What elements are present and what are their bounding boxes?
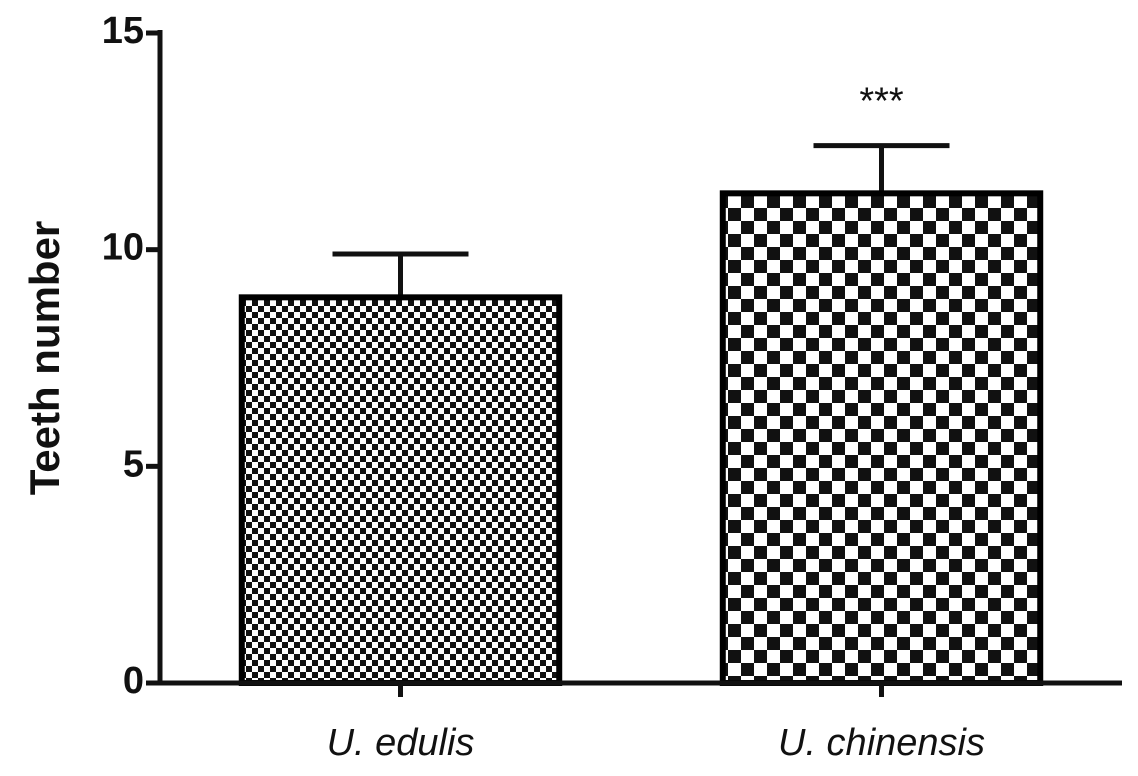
y-tick-label: 15 (102, 10, 144, 52)
y-tick-label: 5 (123, 443, 144, 485)
bar (238, 294, 563, 686)
y-tick-label: 0 (123, 660, 144, 702)
annotation: *** (859, 81, 904, 123)
y-tick-label: 10 (102, 227, 144, 269)
x-tick-label: U. edulis (327, 722, 475, 764)
bar (719, 190, 1044, 686)
x-tick-label: U. chinensis (778, 722, 985, 764)
y-axis-label: Teeth number (21, 221, 68, 496)
